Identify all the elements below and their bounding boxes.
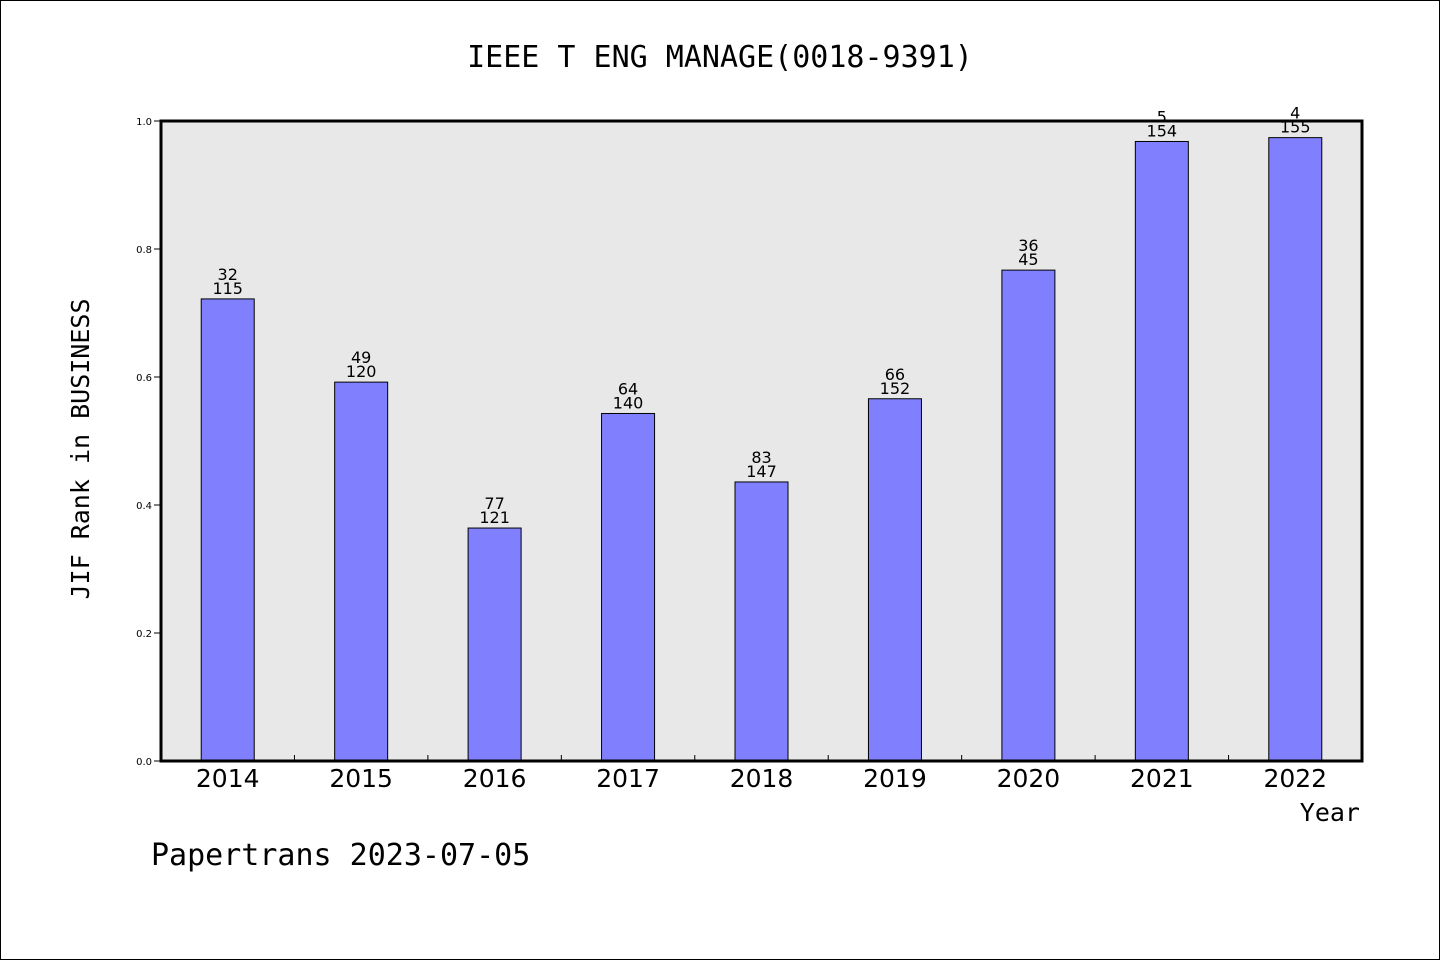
y-axis: 0.0 0.2 0.4 0.6 0.8 1.0	[136, 117, 161, 768]
bar-2019	[867, 398, 922, 762]
y-tick-label-1.0: 1.0	[136, 117, 152, 128]
x-tick-label-2020: 2020	[997, 764, 1061, 793]
bar-label-total-2019: 152	[880, 379, 911, 398]
bar-label-rank-2016: 77	[484, 494, 504, 513]
x-tick-label-2016: 2016	[463, 764, 527, 793]
chart-title: IEEE T ENG MANAGE(0018-9391)	[467, 40, 973, 75]
bar-2021	[1134, 140, 1189, 762]
x-axis: 2014 2015 2016 2017 2018 2019 2020 2021 2022	[196, 755, 1327, 793]
plot-border	[159, 119, 1364, 763]
bar-2014	[200, 298, 255, 762]
x-tick-label-2018: 2018	[730, 764, 794, 793]
bar-label-total-2020: 45	[1018, 250, 1038, 269]
x-tick-label-2014: 2014	[196, 764, 260, 793]
bars-layer: 3211549120771216414083147661523645515441…	[200, 104, 1323, 762]
bar-2017	[601, 412, 656, 762]
bar-label-rank-2017: 64	[618, 379, 638, 398]
y-tick-label-0.0: 0.0	[136, 757, 152, 768]
bar-2020	[1001, 269, 1056, 762]
bar-label-total-2016: 121	[479, 508, 510, 527]
x-tick-label-2019: 2019	[863, 764, 927, 793]
x-tick-label-2015: 2015	[329, 764, 393, 793]
bar-label-total-2014: 115	[212, 279, 243, 298]
bar-label-rank-2020: 36	[1018, 236, 1038, 255]
bar-label-rank-2018: 83	[751, 448, 771, 467]
bar-label-total-2021: 154	[1147, 121, 1178, 140]
bar-label-rank-2019: 66	[885, 365, 905, 384]
y-tick-label-0.6: 0.6	[136, 373, 152, 384]
bar-2018	[734, 481, 789, 762]
bar-label-rank-2014: 32	[218, 265, 238, 284]
bar-2015	[334, 381, 389, 762]
y-tick-label-0.4: 0.4	[136, 501, 152, 512]
x-tick-label-2017: 2017	[596, 764, 660, 793]
bar-label-total-2017: 140	[613, 393, 644, 412]
bar-label-rank-2021: 5	[1157, 107, 1167, 126]
x-tick-label-2021: 2021	[1130, 764, 1194, 793]
bar-label-total-2015: 120	[346, 362, 377, 381]
bar-2016	[467, 527, 522, 762]
footer-text: Papertrans 2023-07-05	[151, 838, 530, 873]
x-tick-label-2022: 2022	[1263, 764, 1327, 793]
y-axis-title: JIF Rank in BUSINESS	[66, 298, 95, 599]
bar-label-rank-2022: 4	[1290, 104, 1300, 123]
bar-2022	[1268, 137, 1323, 762]
y-tick-label-0.8: 0.8	[136, 245, 152, 256]
bar-label-rank-2015: 49	[351, 348, 371, 367]
x-axis-title: Year	[1300, 798, 1360, 827]
y-tick-label-0.2: 0.2	[136, 629, 152, 640]
bar-label-total-2018: 147	[746, 462, 777, 481]
